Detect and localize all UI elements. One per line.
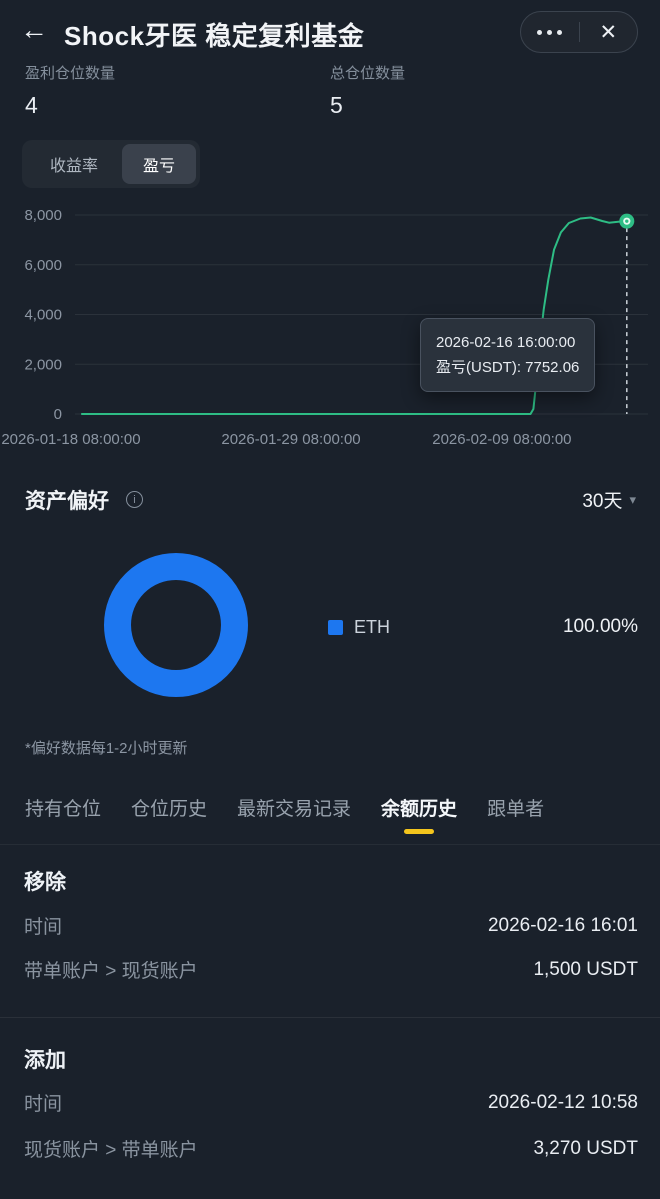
chevron-down-icon: ▾ [629, 491, 636, 507]
stat-label: 总仓位数量 [330, 65, 406, 82]
tab-followers[interactable]: 跟单者 [487, 799, 545, 820]
chart-mode-tabs: 收益率 盈亏 [22, 140, 201, 188]
record-row-transfer: 带单账户 > 现货账户 1,500 USDT [24, 956, 638, 983]
record-action: 添加 [24, 1049, 66, 1072]
stat-label: 盈利仓位数量 [25, 65, 116, 82]
row-label: 时间 [24, 1094, 63, 1115]
legend-swatch [328, 619, 343, 635]
record-row-transfer: 现货账户 > 带单账户 3,270 USDT [24, 1135, 638, 1162]
capsule-divider [578, 22, 580, 42]
stat-total-positions: 总仓位数量 5 [330, 62, 405, 119]
window-capsule: ✕ [520, 11, 638, 53]
svg-text:2,000: 2,000 [24, 356, 62, 373]
tab-open-positions[interactable]: 持有仓位 [25, 799, 102, 820]
close-icon: ✕ [599, 20, 618, 44]
tab-balance-history[interactable]: 余额历史 [381, 792, 457, 821]
section-tab-bar: 持有仓位 仓位历史 最新交易记录 余额历史 跟单者 [0, 792, 660, 845]
svg-text:2026-02-09 08:00:00: 2026-02-09 08:00:00 [432, 431, 571, 448]
row-value: 2026-02-16 16:01 [487, 914, 638, 936]
row-label: 带单账户 > 现货账户 [24, 961, 198, 982]
donut-ring [104, 553, 248, 697]
tab-position-history[interactable]: 仓位历史 [131, 799, 208, 820]
record-action: 移除 [24, 871, 66, 894]
tab-pnl[interactable]: 盈亏 [122, 144, 197, 184]
period-dropdown[interactable]: 30天 ▾ [582, 486, 636, 513]
back-arrow-icon[interactable]: ← [20, 14, 48, 45]
row-value: 1,500 USDT [533, 958, 638, 980]
svg-text:8,000: 8,000 [24, 207, 62, 224]
close-button[interactable]: ✕ [580, 12, 638, 52]
more-menu-button[interactable] [521, 12, 579, 52]
record-row-time: 时间 2026-02-12 10:58 [24, 1089, 638, 1116]
legend-asset-percent: 100.00% [562, 616, 638, 637]
period-value: 30天 [582, 491, 623, 512]
pnl-chart: 0 2,000 4,000 6,000 8,000 2026-01-18 08:00:00… [0, 200, 660, 450]
row-value: 3,270 USDT [533, 1137, 638, 1159]
chart-tooltip: 2026-02-16 16:00:00 盈亏(USDT): 7752.06 [420, 318, 596, 392]
svg-text:0: 0 [54, 406, 62, 423]
tab-latest-trades[interactable]: 最新交易记录 [237, 799, 352, 820]
tooltip-date: 2026-02-16 16:00:00 [436, 334, 576, 351]
stat-value: 5 [330, 92, 343, 118]
info-icon[interactable]: i [126, 491, 143, 508]
legend-row: ETH 100.00% [328, 616, 638, 638]
pnl-chart-svg: 0 2,000 4,000 6,000 8,000 2026-01-18 08:00:00… [1, 207, 648, 448]
svg-text:2026-01-18 08:00:00: 2026-01-18 08:00:00 [1, 431, 140, 448]
asset-preference-title: 资产偏好 [25, 490, 109, 513]
svg-text:4,000: 4,000 [24, 307, 62, 324]
row-label: 时间 [24, 917, 63, 938]
page-title: Shock牙医 稳定复利基金 [64, 21, 365, 51]
row-value: 2026-02-12 10:58 [487, 1091, 638, 1113]
tooltip-value: 盈亏(USDT): 7752.06 [436, 359, 580, 376]
stat-value: 4 [25, 92, 38, 118]
stat-profitable-positions: 盈利仓位数量 4 [25, 62, 115, 119]
more-dots-icon [537, 29, 563, 35]
record-divider [0, 1017, 660, 1018]
legend-asset-name: ETH [354, 616, 390, 637]
svg-text:6,000: 6,000 [24, 257, 62, 274]
svg-text:2026-01-29 08:00:00: 2026-01-29 08:00:00 [221, 431, 360, 448]
row-label: 现货账户 > 带单账户 [24, 1140, 198, 1161]
tab-roi[interactable]: 收益率 [50, 158, 99, 175]
preference-footnote: *偏好数据每1-2小时更新 [25, 740, 188, 757]
asset-donut-chart [104, 553, 248, 697]
record-row-time: 时间 2026-02-16 16:01 [24, 912, 638, 939]
